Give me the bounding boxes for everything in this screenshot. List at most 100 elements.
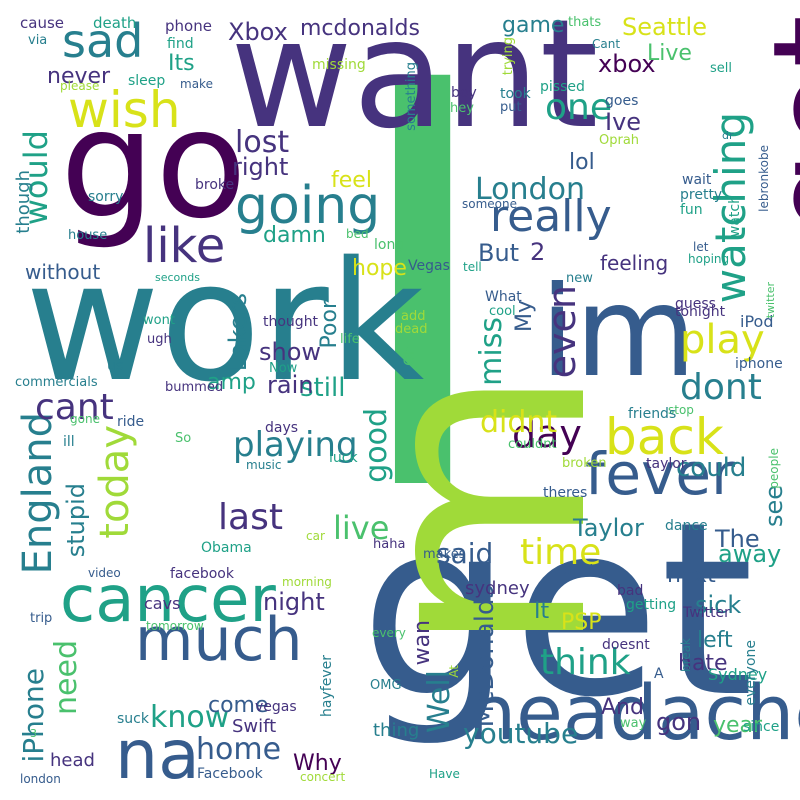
word-cancer: cancer bbox=[60, 563, 276, 637]
word-thought: thought bbox=[263, 314, 319, 330]
word-suck: suck bbox=[117, 711, 149, 727]
word-bummed: bummed bbox=[165, 380, 224, 395]
word-ill: ill bbox=[63, 434, 75, 450]
word-sydney: sydney bbox=[465, 578, 530, 599]
word-time: time bbox=[520, 532, 602, 573]
word-sick: sick bbox=[695, 591, 742, 619]
word-sleep: sleep bbox=[128, 73, 166, 89]
word-seattle: Seattle bbox=[622, 13, 707, 41]
word-without: without bbox=[25, 260, 101, 284]
word-rain: rain bbox=[267, 371, 314, 399]
word-twitter: twitter bbox=[764, 282, 777, 319]
word-watch: watch bbox=[727, 195, 743, 238]
word-england: England bbox=[15, 412, 61, 575]
word-left: left bbox=[697, 628, 733, 653]
word-dr: dr bbox=[722, 129, 734, 142]
word-new: new bbox=[566, 271, 593, 286]
word-oprah: Oprah bbox=[599, 133, 640, 148]
word-video: video bbox=[88, 566, 121, 580]
word-live: Live bbox=[647, 41, 692, 66]
word-seconds: seconds bbox=[155, 271, 200, 284]
word-make: make bbox=[180, 77, 213, 91]
word-twitter: Twitter bbox=[683, 605, 730, 621]
word-even: even bbox=[540, 285, 584, 379]
word-bed: bed bbox=[346, 227, 369, 241]
word-poor: Poor bbox=[317, 300, 342, 349]
word-swift: Swift bbox=[232, 716, 277, 737]
word-away: away bbox=[718, 540, 782, 568]
word-makes: makes bbox=[423, 547, 466, 562]
word-took: took bbox=[500, 86, 531, 102]
word-think: think bbox=[540, 642, 631, 683]
word-getting: getting bbox=[626, 597, 677, 613]
word-cavs: cavs bbox=[144, 594, 181, 613]
word-feeling: feeling bbox=[600, 251, 669, 275]
word-want: want bbox=[230, 0, 599, 162]
word-facebook: Facebook bbox=[197, 766, 263, 782]
word-headache: headache bbox=[468, 668, 800, 757]
word-i: I bbox=[340, 0, 506, 616]
word-us: us bbox=[107, 358, 124, 374]
word-like: like bbox=[143, 218, 226, 274]
word-ride: ride bbox=[117, 414, 145, 430]
word-iphone: iPhone bbox=[17, 668, 50, 763]
word-much: much bbox=[135, 605, 303, 675]
word-ive: Ive bbox=[605, 108, 642, 136]
word-ipod: iPod bbox=[740, 312, 774, 331]
word-cause: cause bbox=[20, 14, 64, 32]
word-hope: hope bbox=[352, 256, 407, 281]
word-right: right bbox=[232, 153, 289, 181]
word-dont: dont bbox=[680, 367, 762, 408]
word-could: could bbox=[676, 453, 747, 483]
word-haha: haha bbox=[373, 537, 406, 552]
word-going: going bbox=[235, 176, 381, 236]
word-gon: gon bbox=[656, 708, 702, 736]
word-lakers: Lakers bbox=[224, 293, 252, 372]
word-never: never bbox=[47, 64, 111, 89]
word-need: need bbox=[49, 640, 84, 715]
word-mcdonalds: McDonalds bbox=[470, 585, 500, 728]
word-taylor: taylor bbox=[646, 456, 687, 472]
word-hey: hey bbox=[450, 101, 474, 116]
word-hoping: hoping bbox=[688, 252, 730, 266]
word-lost: lost bbox=[235, 125, 290, 160]
word-everyone: everyone bbox=[743, 640, 759, 706]
word-3: 3 bbox=[30, 727, 37, 740]
word-tonight: tonight bbox=[675, 304, 726, 320]
word-said: said bbox=[436, 537, 494, 570]
word-really: really bbox=[490, 191, 612, 242]
word-home: home bbox=[196, 732, 282, 767]
word-its: Its bbox=[168, 51, 195, 76]
word-pretty: pretty bbox=[680, 187, 723, 203]
word-phone: phone bbox=[165, 17, 212, 35]
word-vegas: Vegas bbox=[408, 258, 450, 274]
word-people: people bbox=[767, 448, 781, 489]
word-put: put bbox=[500, 100, 522, 115]
word-obama: Obama bbox=[201, 540, 252, 556]
word-commercials: commercials bbox=[15, 375, 98, 390]
word-get: get bbox=[360, 470, 755, 750]
word-days: days bbox=[265, 420, 299, 436]
word-mcdonalds: mcdonalds bbox=[300, 16, 420, 41]
word-goes: goes bbox=[605, 93, 639, 109]
word-wish: wish bbox=[68, 81, 181, 139]
word-stop: stop bbox=[668, 403, 694, 417]
word-go: go bbox=[60, 78, 247, 252]
word-morning: morning bbox=[282, 575, 332, 589]
word-back: back bbox=[605, 408, 724, 466]
word-playing: playing bbox=[233, 425, 358, 465]
word-na: na bbox=[115, 716, 200, 795]
word-why: Why bbox=[293, 751, 342, 776]
word-let: let bbox=[693, 240, 709, 254]
word-feel: feel bbox=[331, 168, 372, 193]
word-come: come bbox=[208, 693, 269, 718]
word-work: work bbox=[25, 226, 425, 418]
word-sad: sad bbox=[62, 14, 144, 68]
word-game: game bbox=[502, 13, 565, 38]
word-night: night bbox=[263, 588, 325, 616]
word-every: every bbox=[372, 626, 406, 640]
word-didnt: didnt bbox=[480, 405, 558, 440]
word-couldnt: couldnt bbox=[508, 437, 557, 452]
word-at: At bbox=[447, 665, 461, 678]
